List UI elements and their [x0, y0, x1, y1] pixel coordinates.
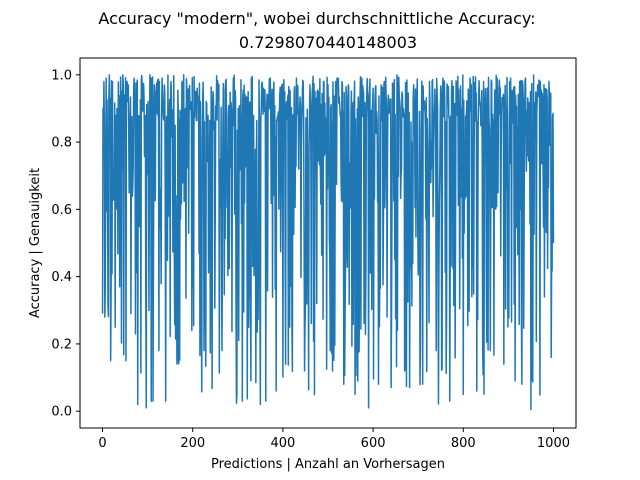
chart-title-line2: 0.7298070440148003 — [239, 33, 417, 52]
chart-title-line1: Accuracy "modern", wobei durchschnittlic… — [98, 9, 535, 28]
x-tick-label: 1000 — [537, 436, 570, 451]
plot-frame — [79, 57, 577, 429]
y-tick-label: 0.8 — [51, 136, 72, 151]
line-layer — [101, 74, 555, 411]
y-tick-label: 0.2 — [51, 337, 72, 352]
y-axis-label: Accuracy | Genauigkeit — [28, 168, 43, 318]
y-tick-label: 0.6 — [51, 203, 72, 218]
plot-area — [79, 57, 577, 429]
y-tick-label: 0.0 — [51, 405, 72, 420]
y-axis: 0.0 0.2 0.4 0.6 0.8 1.0 — [51, 68, 80, 420]
x-axis-label: Predictions | Anzahl an Vorhersagen — [211, 457, 445, 472]
y-tick-label: 1.0 — [51, 68, 72, 83]
x-tick-label: 400 — [270, 436, 295, 451]
x-axis: 0 200 400 600 800 1000 — [98, 428, 570, 451]
x-tick-label: 200 — [180, 436, 205, 451]
x-tick-label: 0 — [98, 436, 106, 451]
x-tick-label: 600 — [361, 436, 386, 451]
series-accuracy-line — [101, 74, 555, 411]
y-tick-label: 0.4 — [51, 270, 72, 285]
x-tick-label: 800 — [451, 436, 476, 451]
